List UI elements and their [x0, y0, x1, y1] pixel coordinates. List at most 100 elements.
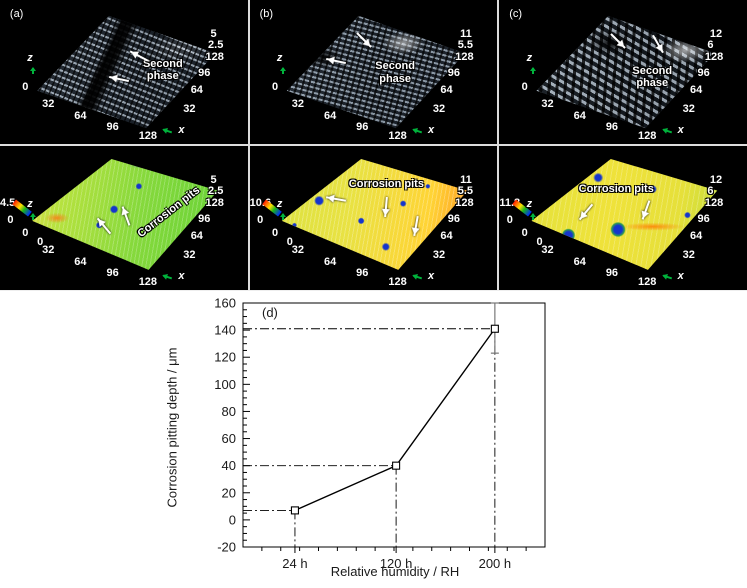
- x-tick-label: 64: [323, 255, 337, 268]
- pitting-depth-chart: -20 0 20 40 60 80 100 120 140 160 24 h 120 h 200 h (…: [0, 292, 747, 588]
- panel-letter: (a): [9, 7, 24, 20]
- y-tick-label: 64: [440, 229, 453, 242]
- z-scale-label: 11: [460, 27, 472, 40]
- x-tick-label: 96: [605, 121, 619, 134]
- svg-text:200 h: 200 h: [479, 556, 512, 571]
- y-tick-label: 64: [690, 83, 703, 96]
- origin-label: 0: [536, 235, 543, 248]
- colorbar-min-label: 0: [7, 214, 14, 227]
- x-tick-label: 32: [42, 244, 55, 257]
- origin-label: 0: [286, 235, 293, 248]
- x-axis-label: x: [178, 270, 185, 283]
- y-tick-label: 128: [205, 50, 224, 63]
- x-tick-label: 128: [638, 130, 657, 143]
- x-tick-label: 96: [106, 121, 119, 134]
- y-tick-label: 128: [704, 196, 724, 209]
- y-tick-label: 128: [455, 196, 474, 209]
- y-tick-label: 128: [205, 196, 224, 209]
- z-scale-label: 5.5: [457, 185, 473, 198]
- origin-label: 0: [521, 81, 528, 94]
- x-tick-label: 32: [42, 98, 55, 111]
- y-tick-label: 32: [183, 248, 196, 261]
- chart-canvas: -20 0 20 40 60 80 100 120 140 160 24 h 120 h 200 h: [214, 296, 546, 571]
- x-tick-label: 128: [388, 276, 407, 289]
- svg-text:24 h: 24 h: [282, 556, 307, 571]
- svg-text:80: 80: [222, 404, 236, 419]
- panel-letter: (c): [509, 7, 523, 20]
- y-tick-label: 96: [447, 66, 461, 79]
- y-tick-label: 64: [690, 229, 703, 242]
- x-tick-label: 64: [74, 255, 87, 268]
- y-tick-label: 96: [198, 66, 211, 79]
- colorbar-max-label: 11.8: [499, 196, 521, 209]
- z-axis-label: z: [27, 52, 33, 65]
- z-scale-label: 6: [707, 185, 714, 198]
- x-tick-label: 64: [573, 255, 586, 268]
- y-tick-label: 128: [455, 50, 474, 63]
- x-tick-label: 96: [605, 267, 619, 280]
- origin-label: 0: [271, 81, 279, 94]
- colorbar-min-label: 0: [257, 214, 264, 227]
- annotation-second-phase: Second phase: [632, 64, 673, 90]
- svg-text:160: 160: [214, 296, 236, 311]
- x-tick-label: 32: [291, 98, 304, 111]
- y-tick-label: 96: [198, 212, 211, 225]
- y-tick-label: 64: [440, 83, 453, 96]
- x-axis-label: x: [427, 124, 435, 137]
- z-axis-label: z: [276, 198, 283, 211]
- z-axis-arrow-icon: [30, 212, 37, 220]
- annotation-second-phase: Second phase: [142, 57, 183, 83]
- y-tick-label: 32: [682, 248, 695, 261]
- panel-c-topography: (c) z 0 32 64 96 128 x 12 6 128 96 64 32…: [499, 0, 747, 144]
- x-tick-label: 64: [573, 109, 586, 122]
- x-tick-label: 64: [74, 109, 87, 122]
- 3d-surface-image: [281, 158, 468, 270]
- z-scale-label: 11: [460, 173, 472, 186]
- x-axis-arrow-icon: [163, 128, 173, 133]
- x-tick-label: 128: [138, 130, 158, 143]
- svg-text:40: 40: [222, 458, 236, 473]
- z-scale-label: 6: [707, 39, 714, 52]
- x-axis-arrow-icon: [413, 274, 423, 279]
- panel-letter: (b): [259, 7, 274, 20]
- x-axis-arrow-icon: [662, 128, 672, 133]
- microscopy-panel-grid: (a) z 0 32 64 96 128 x 5 2.5 128 96 64 3…: [0, 0, 747, 291]
- z-scale-label: 5.5: [457, 39, 473, 52]
- x-tick-label: 96: [356, 267, 369, 280]
- origin-label: 0: [271, 227, 279, 240]
- y-tick-label: 32: [682, 102, 695, 115]
- x-axis-title: Relative humidity / RH: [330, 564, 460, 579]
- x-axis-label: x: [677, 270, 684, 283]
- x-axis-label: x: [677, 124, 684, 137]
- y-tick-label: 96: [697, 66, 710, 79]
- x-axis-label: x: [427, 270, 435, 283]
- svg-text:120 h: 120 h: [380, 556, 413, 571]
- origin-label: 0: [37, 235, 44, 248]
- panel-b-topography: (b) z 0 32 64 96 128 x 11 5.5 128 96 64 …: [249, 0, 498, 144]
- z-axis-label: z: [27, 198, 33, 211]
- y-tick-label: 32: [432, 102, 446, 115]
- z-scale-label: 5: [210, 27, 217, 40]
- x-tick-label: 128: [638, 276, 657, 289]
- z-axis-label: z: [526, 52, 533, 65]
- z-axis-arrow-icon: [529, 66, 536, 74]
- svg-text:100: 100: [214, 377, 236, 392]
- y-tick-label: 96: [697, 212, 710, 225]
- z-scale-label: 2.5: [208, 39, 224, 52]
- x-axis-arrow-icon: [163, 274, 173, 279]
- x-tick-label: 96: [356, 121, 369, 134]
- svg-text:20: 20: [222, 485, 236, 500]
- colorbar-max-label: 4.5: [0, 196, 16, 209]
- svg-text:60: 60: [222, 431, 236, 446]
- z-axis-arrow-icon: [279, 212, 286, 220]
- x-axis-arrow-icon: [662, 274, 672, 279]
- chart-panel-letter: (d): [262, 305, 278, 320]
- x-tick-label: 64: [323, 109, 337, 122]
- 3d-surface-image: [32, 158, 218, 270]
- svg-text:-20: -20: [217, 540, 236, 555]
- colorbar-min-label: 0: [506, 214, 513, 227]
- z-scale-label: 5: [210, 173, 217, 186]
- y-tick-label: 128: [704, 50, 724, 63]
- z-scale-label: 2.5: [208, 185, 224, 198]
- origin-label: 0: [22, 227, 29, 240]
